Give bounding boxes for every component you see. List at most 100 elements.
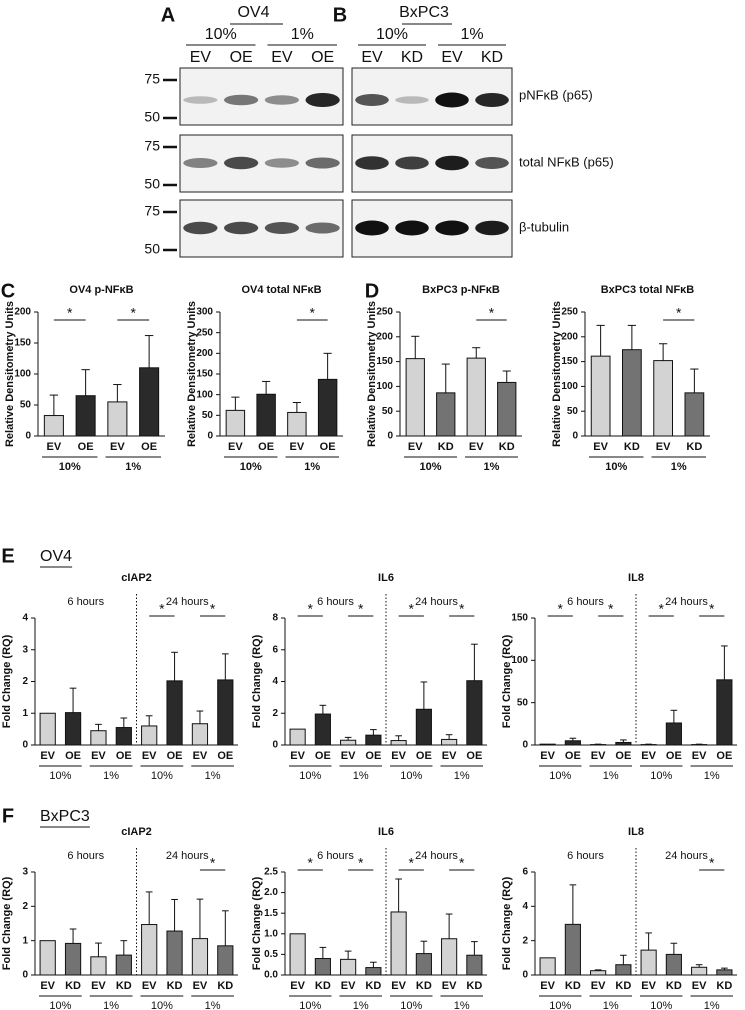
band [264,95,299,105]
x-tick-label: KD [666,980,682,992]
group-label: 10% [151,770,173,782]
mw-marker: 75 [144,138,160,154]
significance: * [310,305,316,321]
timepoint: 24 hours [665,596,708,608]
y-tick-label: 0 [522,740,528,751]
x-tick-label: EV [692,750,707,762]
y-tick-label: 200 [196,348,213,359]
x-tick-label: KD [416,980,432,992]
bar [441,738,458,746]
x-tick-label: EV [341,750,356,762]
band [395,220,429,236]
group-label: 10% [400,770,422,782]
significance: * [409,855,415,871]
bar [75,395,96,437]
group-label: 1% [205,770,221,782]
x-tick-label: EV [91,750,106,762]
timepoint: 24 hours [415,596,458,608]
y-axis-label: Relative Densitometry Units [186,301,198,447]
y-tick-label: 0 [272,740,278,751]
x-tick-label: EV [442,980,457,992]
x-tick-label: OE [258,441,274,453]
significance: * [308,855,314,871]
y-tick-label: 8 [272,613,278,624]
y-tick-label: 50 [20,400,32,411]
bar [340,739,357,746]
y-tick-label: 3 [22,867,28,878]
bar [256,393,276,437]
row-label: pNFκB (p65) [519,87,593,102]
band [183,96,218,104]
band [264,158,299,168]
timepoint: 6 hours [67,850,104,862]
x-tick-label: KD [716,980,732,992]
group-label: 1% [353,1000,369,1010]
x-tick-label: OE [141,441,157,453]
x-tick-label: OE [565,750,581,762]
y-axis-label: Fold Change (RQ) [501,876,513,970]
timepoint: 6 hours [567,596,604,608]
x-tick-label: KD [116,980,132,992]
band [475,93,509,107]
group-label: 1% [454,770,470,782]
condition: 10% [376,26,408,43]
significance: * [67,305,73,321]
timepoint: 6 hours [317,596,354,608]
bar [340,958,357,976]
y-tick-label: 0.0 [264,970,278,981]
bar [90,730,107,746]
group-label: 10% [151,1000,173,1010]
x-tick-label: EV [228,441,243,453]
group-label: 10% [650,1000,672,1010]
group-label: 10% [605,461,627,473]
y-tick-label: 2.5 [264,867,278,878]
y-tick-label: 150 [196,369,213,380]
band [224,94,259,106]
group-label: 1% [671,461,687,473]
timepoint: 6 hours [67,596,104,608]
group-label: 10% [650,770,672,782]
bar [314,958,331,976]
x-tick-label: EV [290,750,305,762]
group-label: 1% [704,770,720,782]
bar [317,378,338,437]
y-tick-label: 50 [517,697,529,708]
mw-marker: 75 [144,203,160,219]
band [355,156,389,170]
y-tick-label: 250 [196,327,213,338]
y-tick-label: 0 [572,431,578,442]
bar [497,381,517,437]
x-tick-label: OE [615,750,631,762]
significance: * [358,601,364,617]
group-label: 10% [59,461,81,473]
band [305,222,340,234]
timepoint: 6 hours [567,850,604,862]
x-tick-label: OE [167,750,183,762]
x-tick-label: OE [315,750,331,762]
significance: * [558,601,564,617]
band [183,158,218,168]
x-tick-label: OE [116,750,132,762]
band [435,220,469,236]
y-tick-label: 6 [522,867,528,878]
y-tick-label: 0 [22,970,28,981]
y-tick-label: 1 [22,935,28,946]
panel-title: OV4 [40,548,72,565]
bar [716,679,733,746]
y-tick-label: 50 [382,406,394,417]
bar [287,411,307,437]
y-tick-label: 6 [272,644,278,655]
lane: KD [401,49,423,66]
x-tick-label: KD [315,980,331,992]
y-tick-label: 4 [272,676,278,687]
bar [653,360,673,437]
y-tick-label: 100 [14,369,31,380]
cell-line: OV4 [237,4,269,21]
timepoint: 24 hours [166,596,209,608]
significance: * [659,601,665,617]
condition: 10% [205,26,237,43]
bar [615,741,632,746]
chart-title: cIAP2 [121,572,152,584]
band [224,156,259,170]
x-tick-label: KD [438,441,454,453]
